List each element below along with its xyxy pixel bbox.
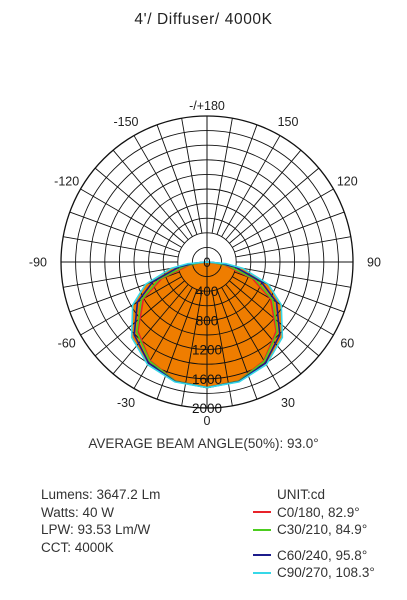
angle-tick-label: 90 [367, 256, 381, 270]
grid-spoke [234, 211, 345, 253]
chart-title: 4'/ Diffuser/ 4000K [134, 11, 273, 28]
legend-item-c30: C30/210, 84.9° [253, 521, 375, 539]
legend-label-c30: C30/210, 84.9° [277, 522, 368, 537]
angle-tick-label: 150 [278, 115, 299, 129]
grid-spoke [63, 236, 179, 258]
legend: UNIT:cd C0/180, 82.9° C30/210, 84.9° C60… [253, 486, 375, 582]
angle-tick-label: -30 [117, 396, 135, 410]
spec-lpw: LPW: 93.53 Lm/W [41, 522, 151, 537]
angle-tick-label: -60 [58, 337, 76, 351]
grid-spoke [232, 188, 334, 248]
legend-swatch-c30 [253, 528, 271, 531]
grid-spoke [229, 167, 320, 244]
legend-label-c90: C90/270, 108.3° [277, 565, 375, 580]
angle-tick-label: 0 [204, 414, 211, 428]
grid-spoke [63, 266, 179, 288]
legend-label-c0: C0/180, 82.9° [277, 504, 360, 520]
radial-tick-label: 1200 [192, 343, 222, 358]
beam-angle-text: AVERAGE BEAM ANGLE(50%): 93.0° [88, 436, 319, 451]
grid-spoke [232, 276, 334, 336]
legend-unit: UNIT:cd [277, 487, 326, 502]
grid-spoke [156, 289, 198, 400]
grid-spoke [181, 290, 203, 406]
grid-spoke [235, 236, 351, 258]
angle-tick-label: 120 [337, 175, 358, 189]
legend-swatch-c60 [253, 554, 271, 557]
grid-spoke [235, 266, 351, 288]
angle-tick-label: -/+180 [189, 99, 225, 113]
angle-tick-label: -150 [113, 115, 138, 129]
legend-swatch-c0 [253, 511, 271, 514]
legend-item-c0: C0/180, 82.9° [253, 504, 375, 522]
angle-tick-label: 30 [281, 396, 295, 410]
radial-tick-label: 800 [196, 313, 219, 328]
grid-spoke [112, 284, 189, 375]
grid-spoke [181, 118, 203, 234]
grid-spoke [112, 149, 189, 240]
radial-tick-label: 1600 [192, 372, 222, 387]
angle-tick-label: -120 [54, 175, 79, 189]
radial-tick-label: 400 [196, 284, 219, 299]
grid-spoke [156, 124, 198, 235]
grid-spoke [216, 289, 258, 400]
grid-spoke [225, 284, 302, 375]
grid-spoke [133, 287, 193, 389]
grid-spoke [69, 211, 180, 253]
grid-spoke [94, 167, 185, 244]
radial-tick-label: 2000 [192, 401, 222, 416]
distribution-curve-3 [130, 261, 284, 389]
specs-block: Lumens: 3647.2 Lm Watts: 40 W LPW: 93.53… [41, 486, 160, 556]
grid-spoke [225, 149, 302, 240]
grid-spoke [221, 135, 281, 237]
legend-label-c60: C60/240, 95.8° [277, 547, 368, 563]
grid-spoke [211, 118, 233, 234]
radial-tick-label: 0 [203, 255, 211, 270]
grid-spoke [216, 124, 258, 235]
legend-item-c90: C90/270, 108.3° [253, 564, 375, 582]
grid-spoke [80, 276, 182, 336]
legend-item-c60: C60/240, 95.8° [253, 547, 375, 565]
legend-swatch-c90 [253, 571, 271, 574]
spec-lumens: Lumens: 3647.2 Lm [41, 487, 161, 502]
grid-spoke [80, 188, 182, 248]
grid-spoke [133, 135, 193, 237]
angle-tick-label: -90 [29, 256, 47, 270]
grid-spoke [211, 290, 233, 406]
spec-cct: CCT: 4000K [41, 539, 114, 555]
spec-watts: Watts: 40 W [41, 504, 115, 520]
grid-spoke [221, 287, 281, 389]
angle-tick-label: 60 [340, 337, 354, 351]
polar-chart: 0 400 800 1200 1600 2000 -/+180 150 -150 120 -120 9… [29, 99, 381, 428]
